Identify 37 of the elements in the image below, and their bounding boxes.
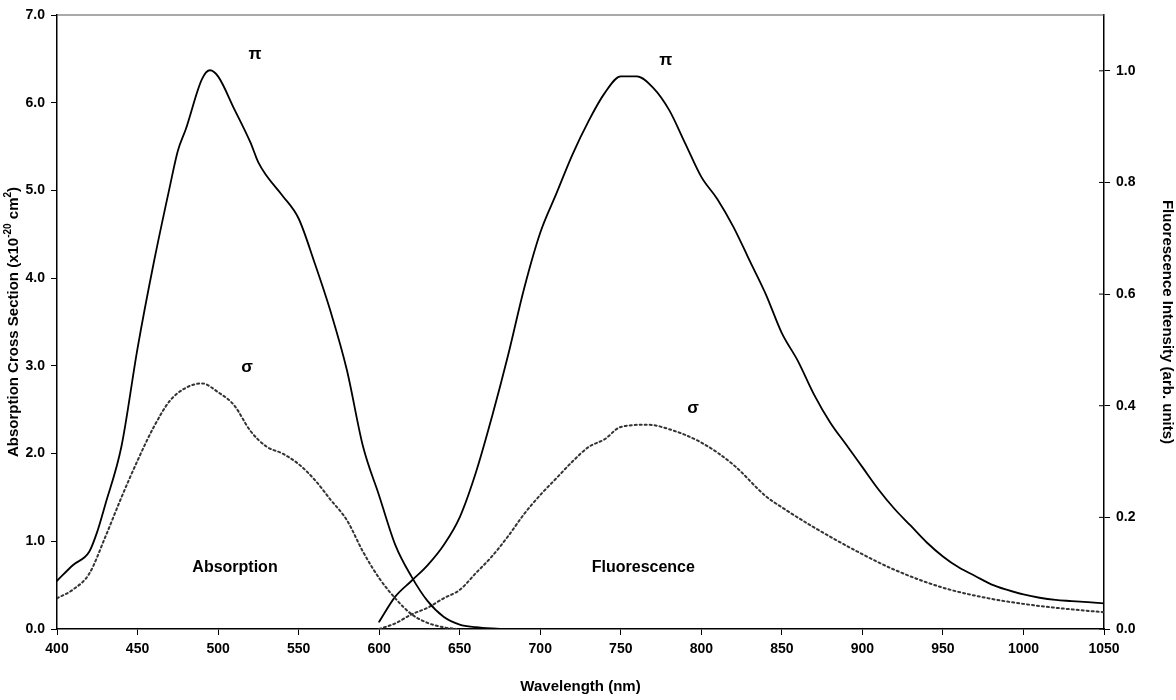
y2-tick-label: 0.8 bbox=[1116, 173, 1136, 190]
x-tick-label: 850 bbox=[770, 640, 794, 657]
x-tick-label: 600 bbox=[367, 640, 392, 657]
x-tick-label: 650 bbox=[448, 640, 472, 657]
y-tick-label: 0.0 bbox=[25, 619, 46, 636]
y2-tick-label: 1.0 bbox=[1116, 61, 1136, 78]
y-tick-label: 2.0 bbox=[25, 444, 46, 461]
y2-axis-title: Fluorescence Intensity (arb. units) bbox=[1159, 199, 1176, 445]
series-label: σ bbox=[687, 398, 700, 418]
series-label: σ bbox=[241, 357, 254, 377]
x-tick-label: 750 bbox=[609, 640, 633, 657]
annotation: Absorption bbox=[192, 558, 278, 576]
y-tick-label: 6.0 bbox=[25, 93, 46, 110]
y-tick-label: 3.0 bbox=[25, 356, 46, 373]
x-tick-label: 700 bbox=[528, 640, 553, 657]
x-tick-label: 500 bbox=[206, 640, 230, 657]
x-tick-label: 800 bbox=[689, 640, 714, 657]
x-tick-label: 550 bbox=[286, 640, 311, 657]
x-tick-label: 950 bbox=[931, 640, 955, 657]
y2-tick-label: 0.6 bbox=[1116, 284, 1136, 301]
y2-tick-label: 0.0 bbox=[1116, 619, 1136, 636]
x-tick-label: 1050 bbox=[1088, 640, 1120, 657]
y-tick-label: 1.0 bbox=[25, 532, 46, 549]
x-tick-label: 900 bbox=[850, 640, 875, 657]
x-tick-label: 1000 bbox=[1007, 640, 1040, 657]
y-axis-title: Absorption Cross Section (x10-20 cm2) bbox=[1, 186, 22, 458]
y-tick-label: 7.0 bbox=[25, 5, 46, 22]
series-label: π bbox=[248, 43, 262, 63]
y-tick-label: 4.0 bbox=[25, 269, 46, 285]
y2-tick-label: 0.2 bbox=[1116, 508, 1136, 525]
annotation: Fluorescence bbox=[591, 558, 695, 576]
x-axis-title: Wavelength (nm) bbox=[520, 677, 641, 695]
series-label: π bbox=[659, 50, 673, 70]
y-tick-label: 5.0 bbox=[25, 181, 46, 198]
x-tick-label: 400 bbox=[45, 640, 69, 657]
y2-tick-label: 0.4 bbox=[1116, 396, 1136, 413]
x-tick-label: 450 bbox=[125, 640, 150, 657]
